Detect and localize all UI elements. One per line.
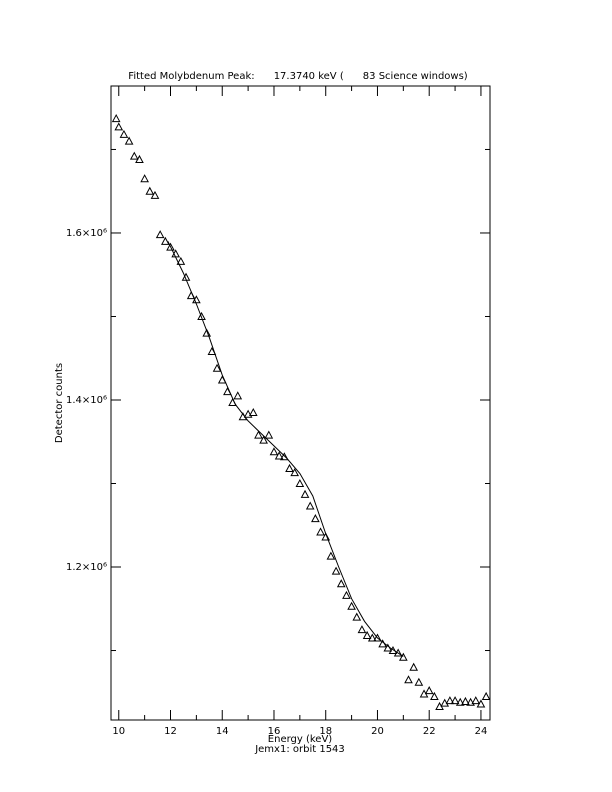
data-point [269,447,279,456]
subtitle: Jemx1: orbit 1543 [254,744,345,755]
data-point [367,633,377,642]
data-point [398,652,408,661]
data-point [476,699,486,708]
data-point [129,151,139,160]
data-point [424,686,434,695]
data-point [373,633,382,642]
data-point [274,451,284,460]
y-tick-label: 1.6×10⁶ [66,228,107,239]
data-point [124,136,134,145]
data-point [450,696,460,705]
data-point [414,677,424,686]
data-point [300,489,310,498]
data-point [445,696,455,705]
data-point [342,590,351,599]
data-point [316,527,325,536]
x-tick-label: 14 [216,726,229,737]
data-point [404,675,413,684]
data-point [197,311,206,320]
data-point [461,696,470,705]
chart-title: Fitted Molybdenum Peak: 17.3740 keV ( 83… [128,71,468,82]
data-point [166,242,175,251]
data-point [233,391,243,400]
data-point [305,501,315,510]
data-point [455,697,465,706]
x-tick-label: 24 [475,726,488,737]
data-point [155,230,165,239]
data-point [248,407,258,417]
data-point [145,186,155,195]
data-point [311,514,320,523]
x-tick-label: 12 [164,726,177,737]
data-point [430,691,439,700]
x-tick-label: 10 [112,726,125,737]
data-point [331,566,341,575]
data-point [254,430,263,439]
x-axis-label: Energy (keV) [268,734,333,745]
data-point [357,625,367,634]
x-tick-label: 20 [371,726,384,737]
x-tick-label: 18 [319,726,332,737]
data-point [409,662,419,671]
y-tick-label: 1.4×10⁶ [66,395,107,406]
data-point [471,696,481,705]
data-point [150,190,160,199]
data-point [295,478,305,488]
data-point [111,114,121,123]
data-point [290,468,300,477]
x-tick-label: 16 [268,726,281,737]
data-point [264,430,274,439]
data-point [393,648,403,657]
y-axis-label: Detector counts [54,363,65,443]
data-point [135,154,144,163]
data-point [481,691,491,700]
x-tick-label: 22 [423,726,436,737]
data-point [336,579,346,588]
data-point [362,630,372,639]
data-point [212,363,222,372]
fit-line [167,241,404,657]
data-point [279,452,289,461]
data-point [176,256,186,265]
plot-frame [110,85,491,721]
data-point [202,328,212,337]
data-point [160,236,170,245]
data-point [259,435,268,444]
data-point [243,409,253,418]
data-point [466,697,475,706]
data-point [114,122,124,131]
data-point [285,463,294,472]
data-point [326,551,336,560]
data-point [347,601,356,610]
y-tick-label: 1.2×10⁶ [66,562,107,573]
data-point [352,612,362,621]
data-point [119,129,129,138]
data-point [321,532,331,541]
data-point [140,174,149,183]
